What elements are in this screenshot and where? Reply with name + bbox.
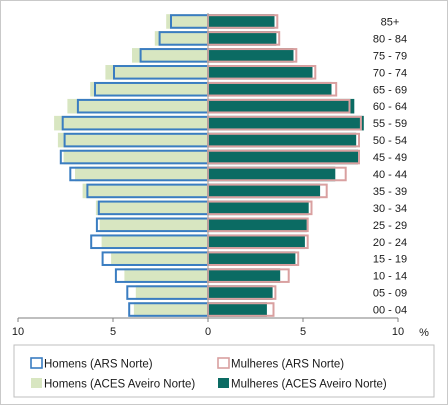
axes (17, 13, 399, 322)
bar-mulheres-aces-aveiro-norte-9 (208, 149, 359, 165)
bar-homens-aces-aveiro-norte-3 (111, 251, 208, 266)
bar-homens-aces-aveiro-norte-9 (63, 149, 208, 165)
age-group-label-3: 15 - 19 (373, 254, 407, 266)
x-unit-label: % (419, 327, 429, 339)
bar-mulheres-aces-aveiro-norte-17 (208, 14, 275, 29)
legend-swatch-mulheres-aces (218, 378, 229, 388)
bar-homens-aces-aveiro-norte-11 (54, 115, 208, 131)
homens-ars-bars (59, 14, 210, 317)
bar-homens-aces-aveiro-norte-4 (101, 234, 208, 250)
bar-mulheres-aces-aveiro-norte-1 (208, 285, 273, 300)
age-group-label-10: 50 - 54 (373, 135, 407, 147)
bar-mulheres-aces-aveiro-norte-5 (208, 217, 307, 233)
x-tick-label-4: 10 (392, 326, 404, 338)
age-group-label-8: 40 - 44 (373, 169, 407, 181)
bar-homens-aces-aveiro-norte-8 (75, 166, 208, 182)
bar-mulheres-aces-aveiro-norte-16 (208, 31, 277, 46)
bar-homens-aces-aveiro-norte-6 (95, 200, 208, 216)
age-group-label-16: 80 - 84 (373, 33, 407, 45)
x-tick-label-0: 10 (12, 326, 24, 338)
age-group-labels: 00 - 04 05 - 09 10 - 14 15 - 19 20 - 24 25 - … (373, 16, 407, 316)
homens-aces-bars (54, 14, 209, 317)
bar-mulheres-aces-aveiro-norte-14 (208, 65, 313, 80)
bar-homens-aces-aveiro-norte-15 (132, 48, 208, 63)
bar-mulheres-aces-aveiro-norte-0 (208, 302, 267, 317)
bar-mulheres-aces-aveiro-norte-6 (208, 200, 309, 216)
legend-swatch-mulheres-ars (217, 357, 230, 369)
bar-homens-aces-aveiro-norte-12 (67, 98, 209, 114)
bar-mulheres-aces-aveiro-norte-15 (208, 48, 294, 63)
age-group-label-14: 70 - 74 (373, 67, 407, 79)
legend-label-homens-aces: Homens (ACES Aveiro Norte) (44, 379, 195, 391)
x-tick-label-3: 5 (300, 326, 306, 338)
bar-homens-aces-aveiro-norte-10 (57, 132, 209, 148)
age-group-label-15: 75 - 79 (373, 50, 407, 62)
legend-label-homens-ars: Homens (ARS Norte) (44, 359, 153, 371)
age-group-label-1: 05 - 09 (373, 288, 407, 300)
bar-mulheres-aces-aveiro-norte-13 (208, 81, 332, 97)
legend-swatch-homens-aces (31, 378, 42, 388)
bar-mulheres-aces-aveiro-norte-4 (208, 234, 305, 250)
bar-homens-aces-aveiro-norte-14 (105, 65, 208, 80)
legend: Homens (ARS Norte) Mulheres (ARS Norte) … (13, 344, 435, 398)
legend-swatch-homens-ars (30, 357, 43, 369)
bar-homens-aces-aveiro-norte-0 (133, 302, 208, 317)
bar-mulheres-aces-aveiro-norte-3 (208, 251, 296, 266)
bar-mulheres-aces-aveiro-norte-12 (208, 98, 355, 114)
age-group-label-2: 10 - 14 (373, 271, 407, 283)
bar-mulheres-aces-aveiro-norte-11 (208, 115, 364, 131)
bar-homens-aces-aveiro-norte-16 (154, 31, 208, 46)
legend-label-mulheres-aces: Mulheres (ACES Aveiro Norte) (231, 379, 387, 391)
age-group-label-7: 35 - 39 (373, 186, 407, 198)
x-tick-labels: 10 5 0 5 10% (12, 326, 429, 339)
bar-homens-aces-aveiro-norte-1 (135, 285, 208, 300)
age-group-label-5: 25 - 29 (373, 220, 407, 232)
bar-mulheres-aces-aveiro-norte-10 (208, 132, 357, 148)
bar-mulheres-aces-aveiro-norte-8 (208, 166, 336, 182)
age-group-label-17: 85+ (381, 16, 400, 28)
bar-homens-aces-aveiro-norte-13 (90, 81, 208, 97)
age-group-label-13: 65 - 69 (373, 84, 407, 96)
age-group-label-11: 55 - 59 (373, 118, 407, 130)
bar-mulheres-aces-aveiro-norte-7 (208, 183, 321, 199)
age-group-label-12: 60 - 64 (373, 101, 407, 113)
age-group-label-6: 30 - 34 (373, 203, 407, 215)
bar-homens-aces-aveiro-norte-7 (82, 183, 208, 199)
bar-homens-aces-aveiro-norte-5 (99, 217, 208, 233)
x-tick-label-2: 0 (205, 326, 211, 338)
mulheres-aces-bars (208, 14, 364, 317)
legend-label-mulheres-ars: Mulheres (ARS Norte) (231, 359, 344, 371)
bar-mulheres-aces-aveiro-norte-2 (208, 268, 281, 283)
age-group-label-4: 20 - 24 (373, 237, 407, 249)
legend-box (13, 344, 435, 398)
bar-homens-aces-aveiro-norte-17 (166, 14, 208, 29)
bar-homens-aces-aveiro-norte-2 (124, 268, 208, 283)
x-tick-label-1: 5 (110, 326, 116, 338)
age-group-label-0: 00 - 04 (373, 305, 407, 317)
age-group-label-9: 45 - 49 (373, 152, 407, 164)
